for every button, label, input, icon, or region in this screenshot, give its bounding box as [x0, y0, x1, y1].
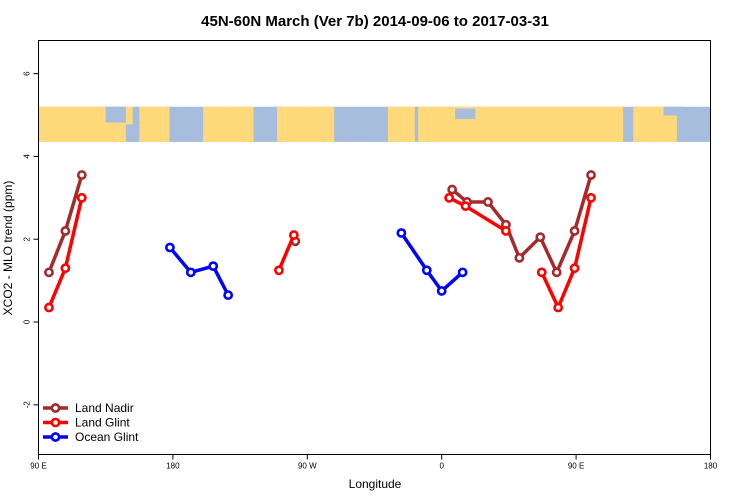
x-tick-label: 90 E [568, 462, 584, 471]
data-point [536, 267, 547, 278]
legend-swatch-marker [50, 432, 61, 442]
data-point [483, 197, 493, 207]
data-point [421, 265, 432, 276]
x-tick-label: 90 W [298, 462, 317, 471]
data-point [208, 261, 219, 272]
data-point [60, 263, 71, 274]
data-point [501, 226, 511, 236]
data-point [185, 267, 196, 278]
data-point [436, 286, 447, 296]
data-point [535, 232, 546, 243]
data-point [586, 170, 596, 180]
data-point [447, 184, 458, 195]
chart-title: 45N-60N March (Ver 7b) 2014-09-06 to 201… [201, 13, 549, 30]
data-point [288, 230, 299, 240]
map-water-detail [125, 124, 140, 142]
y-axis: -2 0 2 4 6 [23, 71, 39, 409]
data-point [76, 170, 87, 180]
legend-label: Land Glint [75, 416, 130, 430]
legend-item: Land Nadir [43, 401, 134, 415]
legend-label: Land Nadir [75, 401, 134, 415]
data-point [457, 267, 468, 278]
map-water-detail [455, 108, 476, 120]
series-line [47, 196, 84, 310]
series-land-nadir [44, 170, 596, 278]
data-point [569, 263, 580, 274]
data-point [44, 302, 54, 313]
data-point [44, 267, 54, 278]
data-point [460, 201, 471, 211]
x-tick-label: 90 E [30, 462, 46, 471]
y-axis-label: XCO2 - MLO trend (ppm) [1, 181, 15, 316]
legend-label: Ocean Glint [75, 430, 139, 444]
map-water-detail [105, 106, 126, 123]
y-tick-label: 2 [23, 236, 32, 241]
map-land [387, 106, 415, 142]
data-point [76, 192, 87, 203]
data-point [551, 267, 562, 278]
map-land [139, 106, 170, 142]
y-tick-label: 4 [23, 154, 32, 159]
map-water-detail [367, 126, 382, 142]
x-tick-label: 0 [439, 462, 444, 471]
data-point [553, 302, 564, 313]
map-water-detail [663, 106, 684, 116]
data-point [514, 252, 525, 263]
legend-item: Ocean Glint [43, 430, 139, 444]
data-point [396, 228, 407, 238]
x-axis-label: Longitude [349, 477, 402, 491]
x-tick-label: 180 [166, 462, 180, 471]
data-point [223, 290, 234, 301]
y-tick-label: -2 [23, 401, 32, 409]
world-map-strip [38, 106, 711, 142]
series-line [277, 233, 296, 273]
map-land [203, 106, 254, 142]
series-ocean-glint [165, 228, 468, 301]
plot-frame [38, 40, 711, 455]
x-tick-label: 180 [704, 462, 718, 471]
series-line [540, 196, 593, 310]
series-line [399, 231, 465, 293]
series-layer [44, 170, 596, 313]
legend-swatch-marker [50, 417, 61, 428]
legend-item: Land Glint [43, 416, 130, 430]
data-point [586, 192, 596, 203]
y-tick-label: 0 [23, 319, 32, 324]
data-point [60, 226, 71, 236]
legend-swatch-marker [50, 403, 61, 413]
series-line [168, 245, 230, 297]
map-water-detail [347, 113, 368, 132]
map-land [277, 106, 335, 142]
y-tick-label: 6 [23, 71, 32, 76]
data-point [444, 192, 455, 203]
map-land [418, 106, 624, 142]
data-point [274, 265, 284, 276]
data-point [165, 242, 175, 253]
data-point [569, 226, 580, 236]
series-land-glint [44, 192, 596, 313]
x-axis: 90 E 180 90 W 0 90 E 180 [30, 454, 718, 471]
